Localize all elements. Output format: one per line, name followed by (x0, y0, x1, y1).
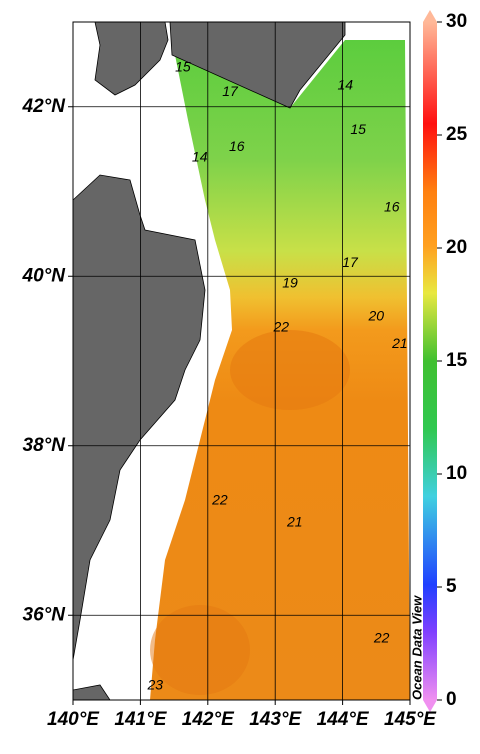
contour-label: 17 (342, 254, 359, 270)
contour-label: 16 (229, 138, 245, 154)
contour-labels: 15 17 14 16 14 15 16 17 19 20 21 22 22 21 22 23 (146, 58, 407, 692)
y-tick-label: 38°N (23, 435, 67, 456)
x-tick-label: 143°E (249, 709, 302, 730)
land (94, 22, 169, 96)
contour-label: 14 (338, 76, 354, 92)
warm-patch (150, 605, 250, 695)
map-area: 15 17 14 16 14 15 16 17 19 20 21 22 22 21 22 23 (73, 22, 410, 700)
y-tick-label: 42°N (22, 96, 67, 117)
contour-label: 22 (373, 630, 390, 646)
colorbar-tick-label: 25 (446, 124, 468, 145)
colorbar-cap (423, 10, 437, 22)
contour-label: 20 (368, 308, 385, 324)
contour-label: 16 (384, 198, 400, 214)
warm-patch (230, 330, 350, 410)
contour-label: 17 (222, 83, 239, 99)
credit: Ocean Data View (409, 595, 424, 700)
contour-label: 21 (286, 514, 303, 530)
colorbar (423, 22, 437, 700)
x-tick-label: 140°E (47, 709, 100, 730)
land (169, 22, 346, 109)
land (73, 684, 111, 700)
contour-label: 21 (391, 335, 408, 351)
graticule (73, 22, 410, 700)
colorbar-tick-label: 0 (446, 689, 457, 710)
y-tick-label: 40°N (22, 265, 67, 286)
colorbar-cap (423, 700, 437, 712)
y-tick-label: 36°N (23, 604, 67, 625)
map-frame (72, 21, 411, 701)
colorbar-tick-label: 10 (446, 463, 467, 484)
contour-label: 14 (192, 148, 208, 164)
x-tick-label: 141°E (114, 709, 167, 730)
contour-label: 19 (282, 275, 298, 291)
x-tick-label: 142°E (182, 709, 235, 730)
colorbar-tick-label: 20 (446, 237, 467, 258)
contour-label: 15 (175, 58, 191, 74)
colorbar-tick-label: 15 (446, 350, 468, 371)
contour-label: 23 (146, 676, 163, 692)
contour-label: 22 (272, 319, 289, 335)
contour-label: 15 (350, 121, 366, 137)
colorbar-tick-label: 30 (446, 11, 467, 32)
contour-label: 22 (211, 492, 228, 508)
land (73, 174, 206, 661)
x-tick-label: 144°E (317, 709, 370, 730)
colorbar-tick-label: 5 (446, 576, 457, 597)
x-tick-label: 145°E (384, 709, 437, 730)
